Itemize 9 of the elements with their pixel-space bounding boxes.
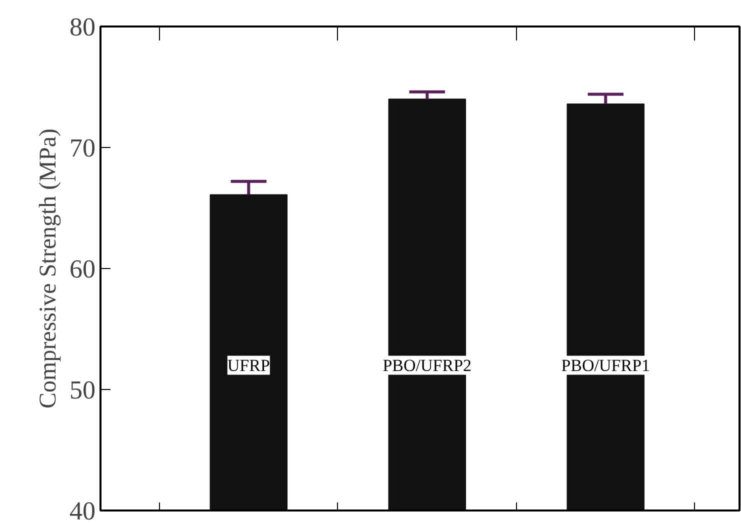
y-tick-label: 50	[70, 376, 96, 404]
y-tick-label: 40	[70, 496, 96, 524]
y-tick-label: 80	[70, 12, 96, 42]
y-axis-title: Compressive Strength (MPa)	[36, 128, 62, 408]
y-tick-label: 60	[70, 254, 96, 284]
x-tick-label: PBO/UFRP1	[561, 356, 650, 375]
x-tick-label: PBO/UFRP2	[382, 356, 472, 375]
x-tick-label: UFRP	[227, 356, 270, 375]
y-tick-label: 70	[70, 134, 96, 162]
